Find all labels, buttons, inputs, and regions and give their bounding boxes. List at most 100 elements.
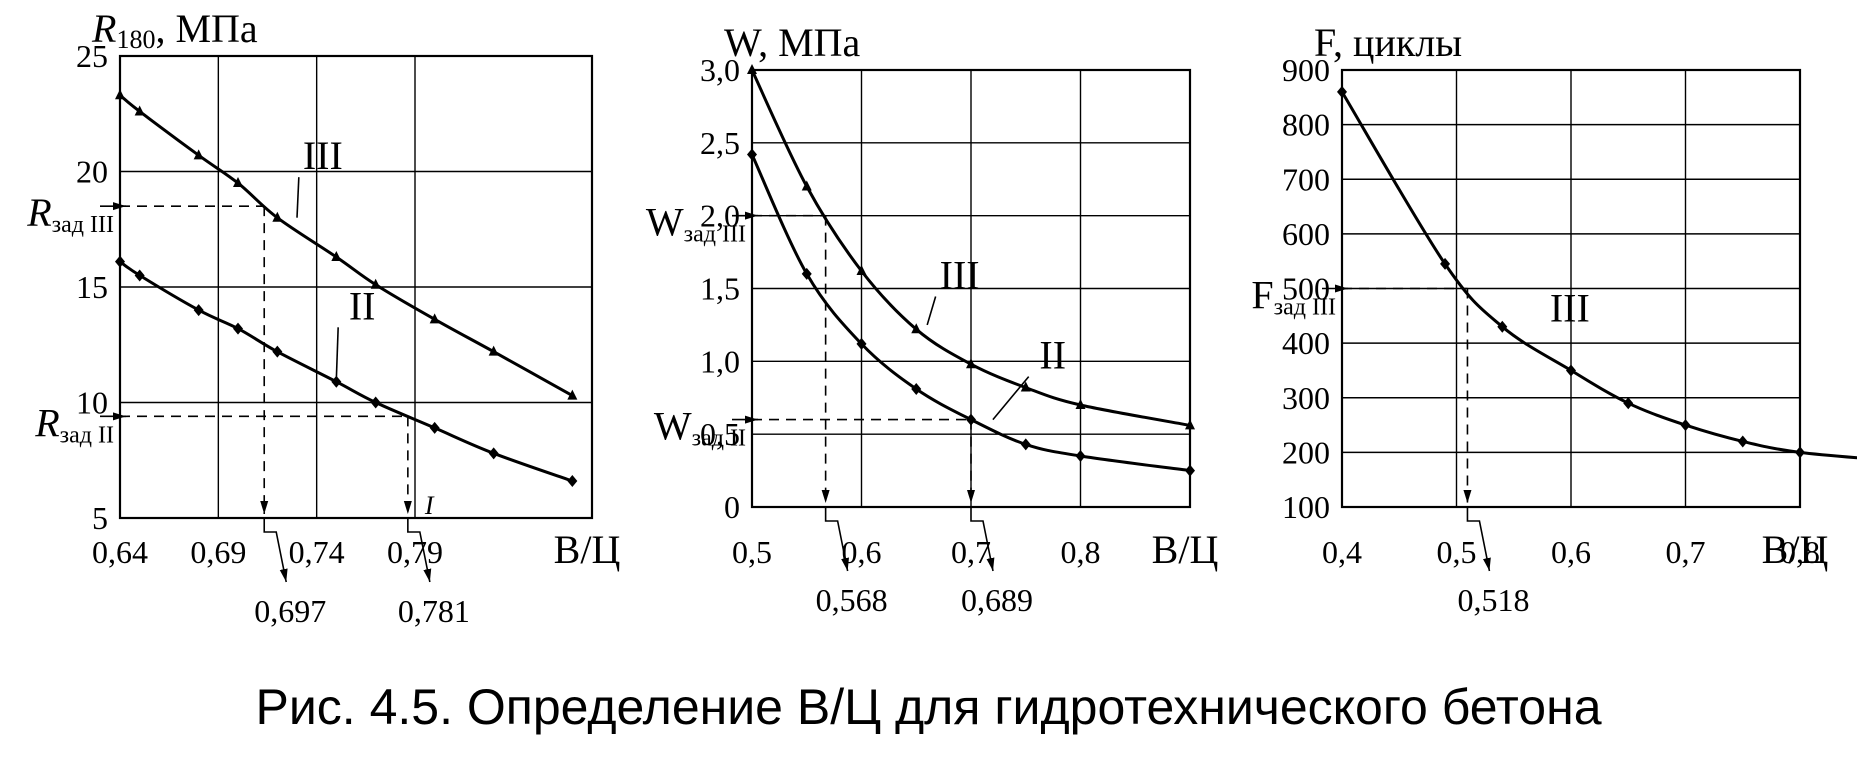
data-point-triangle bbox=[1020, 381, 1031, 392]
data-point-triangle bbox=[747, 64, 757, 74]
data-point-diamond bbox=[488, 447, 499, 460]
data-point-triangle bbox=[801, 180, 812, 191]
y-axis-label: R180, МПа bbox=[91, 6, 258, 54]
data-point-diamond bbox=[1185, 464, 1195, 477]
series-label: II bbox=[1039, 333, 1066, 378]
reference-label: Wзад II bbox=[654, 404, 746, 452]
chart-w: 00,51,01,52,02,53,00,5 0,6 0,7 0,8 В/ЦW, МПа… bbox=[646, 20, 1218, 618]
data-point-diamond bbox=[801, 267, 812, 280]
reference-value-label: 0,781 bbox=[398, 593, 470, 629]
x-tick-label: 0,79 bbox=[387, 534, 443, 570]
series-label: III bbox=[1550, 285, 1590, 330]
data-point-diamond bbox=[1566, 364, 1576, 377]
reference-leader bbox=[1466, 507, 1491, 572]
series-label: III bbox=[303, 133, 343, 178]
x-tick-label: 0,8 bbox=[1061, 534, 1101, 570]
y-tick-label: 1,0 bbox=[700, 343, 740, 379]
reference-value-label: 0,568 bbox=[816, 582, 888, 618]
series-line-iii bbox=[119, 94, 574, 397]
reference-label: Fзад III bbox=[1251, 273, 1336, 321]
data-point-diamond bbox=[370, 396, 381, 409]
data-point-diamond bbox=[134, 269, 145, 282]
reference-leader bbox=[824, 507, 850, 572]
series-label-leader bbox=[926, 296, 937, 326]
x-tick-label: 0,64 bbox=[92, 534, 148, 570]
data-point-triangle bbox=[488, 345, 499, 356]
y-tick-label: 300 bbox=[1282, 380, 1330, 416]
data-point-diamond bbox=[233, 322, 243, 335]
series-label: II bbox=[349, 283, 376, 328]
data-point-triangle bbox=[911, 323, 922, 334]
data-point-triangle bbox=[1185, 419, 1195, 430]
x-tick-label: 0,4 bbox=[1322, 534, 1362, 570]
y-tick-label: 1,5 bbox=[700, 271, 740, 307]
data-point-diamond bbox=[567, 475, 578, 488]
series-line-ii bbox=[119, 260, 573, 483]
y-tick-label: 800 bbox=[1282, 107, 1330, 143]
y-tick-label: 2,5 bbox=[700, 125, 740, 161]
y-tick-label: 0,5 bbox=[700, 416, 740, 452]
y-tick-label: 900 bbox=[1282, 52, 1330, 88]
x-axis-label: В/Ц bbox=[1762, 527, 1829, 572]
data-point-diamond bbox=[1497, 320, 1508, 333]
data-point-triangle bbox=[134, 105, 145, 116]
data-point-diamond bbox=[272, 345, 283, 358]
data-point-diamond bbox=[911, 383, 922, 396]
plot-frame bbox=[118, 54, 594, 520]
data-point-diamond bbox=[1795, 446, 1805, 459]
reference-leader bbox=[407, 518, 432, 583]
y-tick-label: 100 bbox=[1282, 489, 1330, 525]
data-point-triangle bbox=[567, 389, 578, 400]
x-axis-label: В/Ц bbox=[1152, 527, 1219, 572]
annotation-label: I bbox=[424, 491, 435, 520]
x-tick-label: 0,7 bbox=[951, 534, 991, 570]
x-tick-label: 0,5 bbox=[1437, 534, 1477, 570]
y-axis-label: W, МПа bbox=[724, 20, 861, 65]
y-tick-label: 400 bbox=[1282, 325, 1330, 361]
series-label-leader bbox=[296, 177, 300, 218]
y-tick-label: 600 bbox=[1282, 216, 1330, 252]
data-point-triangle bbox=[233, 177, 243, 188]
x-tick-label: 0,7 bbox=[1666, 534, 1706, 570]
data-point-diamond bbox=[429, 421, 440, 434]
series-label-leader bbox=[335, 327, 339, 380]
x-tick-label: 0,5 bbox=[732, 534, 772, 570]
reference-leader bbox=[263, 518, 288, 583]
data-point-triangle bbox=[331, 250, 342, 261]
data-point-diamond bbox=[331, 375, 342, 388]
y-tick-label: 0 bbox=[724, 489, 740, 525]
data-point-triangle bbox=[193, 149, 204, 160]
data-point-diamond bbox=[1623, 397, 1634, 410]
series-label-leader bbox=[992, 376, 1030, 421]
reference-value-label: 0,518 bbox=[1457, 582, 1529, 618]
data-point-triangle bbox=[1075, 399, 1086, 410]
data-point-diamond bbox=[747, 148, 757, 161]
data-point-triangle bbox=[429, 313, 440, 324]
figure-caption: Рис. 4.5. Определение В/Ц для гидротехни… bbox=[255, 679, 1602, 735]
data-point-triangle bbox=[856, 265, 867, 276]
x-tick-label: 0,6 bbox=[842, 534, 882, 570]
data-point-diamond bbox=[1020, 438, 1031, 451]
x-tick-label: 0,74 bbox=[289, 534, 345, 570]
data-point-diamond bbox=[1737, 435, 1748, 448]
data-point-diamond bbox=[115, 255, 125, 268]
series-label: III bbox=[940, 253, 980, 298]
reference-label: Rзад II bbox=[34, 400, 114, 448]
y-axis-label: F, циклы bbox=[1314, 20, 1462, 65]
y-tick-label: 5 bbox=[92, 500, 108, 536]
x-tick-label: 0,69 bbox=[190, 534, 246, 570]
x-axis-label: В/Ц bbox=[554, 527, 621, 572]
y-tick-label: 700 bbox=[1282, 161, 1330, 197]
reference-value-label: 0,697 bbox=[254, 593, 326, 629]
data-point-triangle bbox=[966, 358, 976, 369]
data-point-diamond bbox=[1337, 85, 1347, 98]
reference-label: Rзад III bbox=[26, 190, 114, 238]
data-point-diamond bbox=[1440, 257, 1451, 270]
data-point-triangle bbox=[370, 278, 381, 289]
reference-value-label: 0,689 bbox=[961, 582, 1033, 618]
x-tick-label: 0,8 bbox=[1780, 534, 1820, 570]
data-point-diamond bbox=[1680, 419, 1691, 432]
data-point-diamond bbox=[856, 337, 867, 350]
